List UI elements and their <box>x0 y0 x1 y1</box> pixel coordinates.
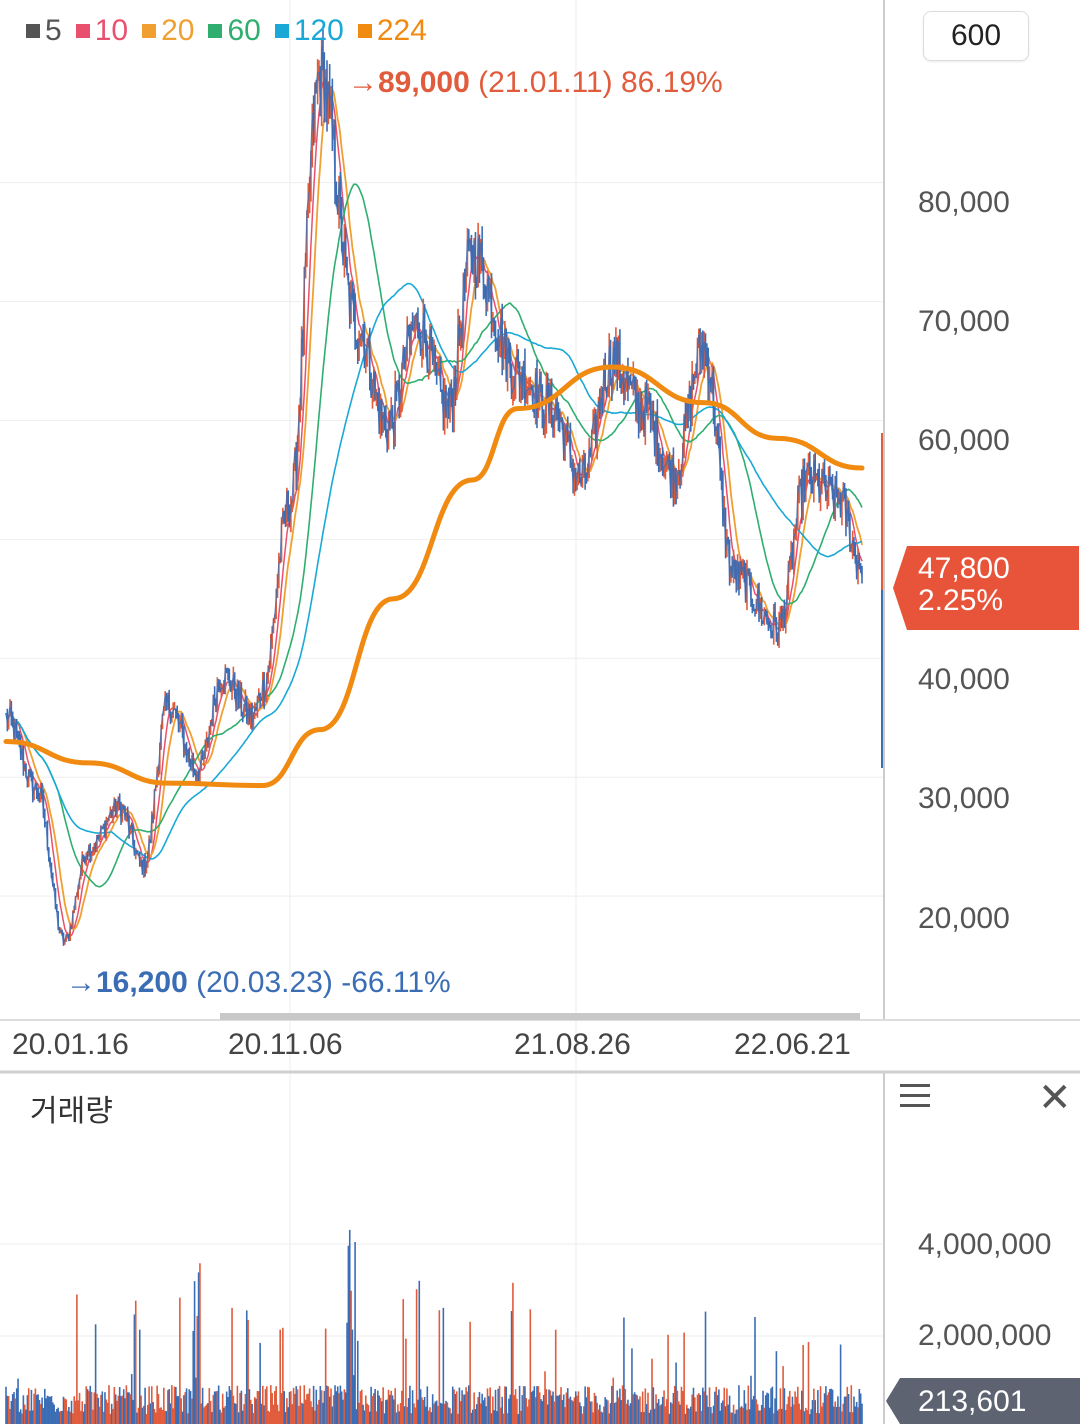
min-price-annotation: →16,200 (20.03.23) -66.11% <box>66 966 451 1000</box>
current-price-text: 47,800 2.25% <box>918 553 1010 617</box>
arrow-right-icon: → <box>66 966 96 999</box>
legend-swatch-icon <box>208 24 223 38</box>
legend-label: 5 <box>45 14 62 47</box>
legend-label: 10 <box>94 14 129 47</box>
price-tick: 30,000 <box>918 782 1010 815</box>
legend-swatch-icon <box>142 24 157 38</box>
legend-ma20[interactable]: 20 <box>142 14 194 48</box>
legend-ma5[interactable]: 5 <box>26 14 62 48</box>
ma224-line <box>3 364 865 789</box>
legend-label: 120 <box>293 14 344 47</box>
current-volume: 213,601 <box>918 1385 1027 1418</box>
date-tick: 22.06.21 <box>734 1028 851 1061</box>
arrow-right-icon: → <box>348 66 378 99</box>
current-change: 2.25% <box>918 584 1004 617</box>
price-tick: 70,000 <box>918 305 1010 338</box>
volume-tick: 2,000,000 <box>918 1319 1052 1352</box>
menu-icon[interactable] <box>900 1084 930 1110</box>
date-tick: 21.08.26 <box>514 1028 631 1061</box>
legend-swatch-icon <box>357 24 372 38</box>
max-pct: 86.19% <box>620 66 723 99</box>
legend-ma120[interactable]: 120 <box>274 14 344 48</box>
date-tick: 20.01.16 <box>12 1028 129 1061</box>
legend-ma10[interactable]: 10 <box>75 14 129 48</box>
date-tick: 20.11.06 <box>228 1028 343 1061</box>
min-price: 16,200 <box>96 966 188 999</box>
period-button[interactable]: 600 <box>923 11 1029 61</box>
price-tick: 60,000 <box>918 424 1010 457</box>
price-tick: 20,000 <box>918 902 1010 935</box>
max-price: 89,000 <box>378 66 470 99</box>
price-tick: 40,000 <box>918 663 1010 696</box>
current-volume-tag <box>886 1378 1080 1424</box>
ma20-line <box>5 88 863 931</box>
volume-title: 거래량 <box>30 1095 113 1128</box>
max-price-annotation: →89,000 (21.01.11) 86.19% <box>348 66 723 100</box>
current-price-tag <box>893 546 1079 630</box>
legend-ma60[interactable]: 60 <box>208 14 261 48</box>
legend-ma224[interactable]: 224 <box>357 14 427 48</box>
close-icon[interactable]: ✕ <box>1038 1076 1072 1120</box>
price-tick: 80,000 <box>918 186 1010 219</box>
legend-label: 60 <box>227 14 261 47</box>
legend-label: 20 <box>161 14 195 47</box>
price-line <box>5 46 863 946</box>
legend-label: 224 <box>376 14 427 47</box>
max-date: (21.01.11) <box>478 66 613 99</box>
current-price: 47,800 <box>918 552 1010 585</box>
scroll-range-bar <box>220 1013 860 1020</box>
min-pct: -66.11% <box>341 966 451 999</box>
legend-swatch-icon <box>75 24 90 38</box>
legend-swatch-icon <box>26 24 40 38</box>
volume-tick: 4,000,000 <box>918 1228 1052 1261</box>
legend-swatch-icon <box>274 24 289 38</box>
min-date: (20.03.23) <box>196 966 333 999</box>
ma-legend: 5 10 20 60 120 224 <box>26 14 427 48</box>
